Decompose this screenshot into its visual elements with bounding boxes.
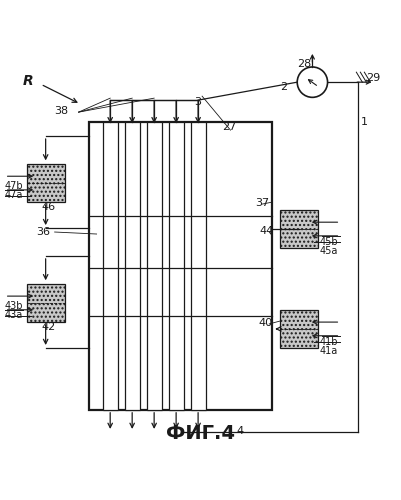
Text: ФИГ.4: ФИГ.4 (166, 424, 235, 442)
Text: 45a: 45a (320, 246, 338, 256)
Text: R: R (23, 74, 33, 88)
Bar (280, 210, 318, 248)
Text: 27: 27 (223, 122, 237, 132)
Bar (280, 310, 318, 348)
Text: 43a: 43a (5, 310, 23, 320)
Text: 37: 37 (256, 198, 270, 208)
Bar (280, 310, 318, 348)
Text: 47a: 47a (5, 190, 23, 200)
Bar (27, 164, 65, 202)
Text: 41a: 41a (320, 346, 338, 356)
Text: 36: 36 (36, 227, 51, 237)
Text: 42: 42 (41, 322, 56, 332)
Text: 38: 38 (55, 106, 69, 116)
Text: 4: 4 (237, 426, 243, 436)
Text: 2: 2 (280, 82, 288, 92)
Bar (190, 122, 206, 410)
Text: 28: 28 (297, 59, 312, 69)
Text: 46: 46 (41, 202, 56, 212)
Bar (103, 122, 118, 410)
Text: 47b: 47b (5, 181, 23, 191)
Bar (146, 122, 162, 410)
Bar (89, 122, 272, 410)
Bar (27, 284, 65, 322)
Text: 40: 40 (258, 318, 273, 328)
Text: 43b: 43b (5, 301, 23, 311)
Text: 29: 29 (367, 73, 381, 83)
Bar (168, 122, 184, 410)
Text: 1: 1 (360, 117, 367, 127)
Text: 3: 3 (194, 97, 202, 107)
Text: 45b: 45b (320, 237, 338, 247)
Bar (125, 122, 140, 410)
Bar (27, 284, 65, 322)
Bar (280, 210, 318, 248)
Bar (27, 164, 65, 202)
Text: 41b: 41b (320, 337, 338, 347)
Text: 44: 44 (259, 226, 274, 236)
